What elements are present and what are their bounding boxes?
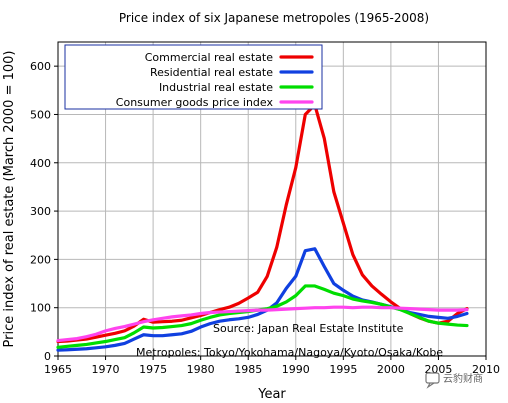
legend-box: [64, 44, 323, 110]
series-line-2: [56, 284, 469, 349]
series-line-3: [56, 305, 469, 343]
y-tick-label: 500: [30, 108, 51, 121]
y-axis-label: Price index of real estate (March 2000 =…: [2, 51, 17, 348]
legend-label-0: Commercial real estate: [145, 51, 273, 64]
tick-labels: 1965 1970 1975 1980 1985 1990 1995 2000 2005 2010…: [30, 60, 500, 376]
legend-label-2: Industrial real estate: [159, 81, 273, 94]
y-tick-label: 200: [30, 253, 51, 266]
metropoles-annotation: Metropoles: Tokyo/Yokohama/Nagoya/Kyoto/…: [136, 346, 443, 359]
x-tick-label: 1975: [139, 363, 167, 376]
y-tick-label: 0: [44, 350, 51, 363]
x-tick-label: 1995: [329, 363, 357, 376]
legend-label-3: Consumer goods price index: [116, 96, 274, 109]
watermark-text: 云豹财商: [443, 372, 483, 385]
x-tick-label: 2000: [377, 363, 405, 376]
source-annotation: Source: Japan Real Estate Institute: [213, 322, 404, 335]
x-axis-label: Year: [257, 387, 286, 402]
legend-label-1: Residential real estate: [150, 66, 273, 79]
speech-bubble-icon: [425, 372, 440, 389]
y-tick-label: 600: [30, 60, 51, 73]
y-tick-label: 400: [30, 157, 51, 170]
watermark: 云豹财商: [425, 372, 483, 389]
x-tick-label: 1985: [234, 363, 262, 376]
x-tick-label: 1990: [282, 363, 310, 376]
plot-frame: [57, 41, 487, 357]
y-tick-label: 100: [30, 302, 51, 315]
x-tick-label: 1965: [44, 363, 72, 376]
series-lines: [56, 103, 469, 352]
axes: [54, 41, 487, 360]
x-tick-label: 1970: [92, 363, 120, 376]
y-tick-label: 300: [30, 205, 51, 218]
legend: Commercial real estate Residential real e…: [64, 44, 323, 110]
annotations: Source: Japan Real Estate Institute Metr…: [136, 322, 443, 359]
series-line-0: [56, 103, 469, 344]
chart-title: Price index of six Japanese metropoles (…: [119, 11, 429, 25]
x-tick-label: 1980: [187, 363, 215, 376]
x-tick-label: 2010: [472, 363, 500, 376]
